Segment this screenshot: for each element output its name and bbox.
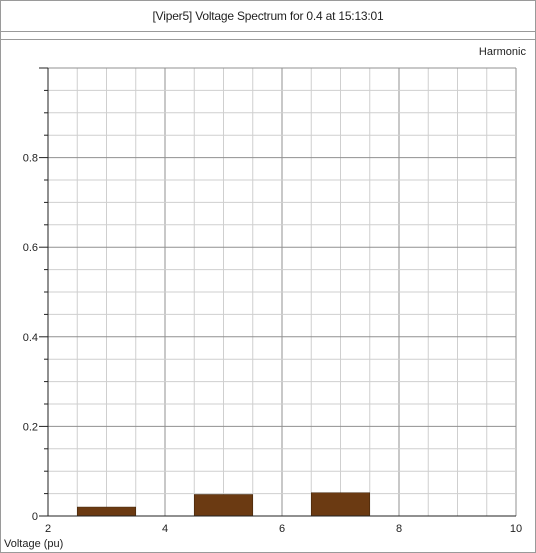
x-tick-label: 6	[279, 523, 285, 535]
x-tick-label: 2	[45, 523, 51, 535]
y-tick-label: 0.8	[23, 153, 38, 165]
y-tick-label: 0.6	[23, 242, 38, 254]
grid	[47, 67, 517, 517]
chart-title: [Viper5] Voltage Spectrum for 0.4 at 15:…	[152, 9, 384, 23]
x-tick-label: 10	[510, 523, 522, 535]
title-divider-lower	[1, 39, 535, 40]
x-tick-label: 4	[162, 523, 168, 535]
bar-1	[77, 506, 136, 517]
x-tick-label: 8	[396, 523, 402, 535]
axes	[39, 67, 516, 517]
harmonic-label: Harmonic	[479, 46, 527, 58]
bar-2	[194, 494, 253, 517]
labels: 0 0.2 0.4 0.6 0.8 2 4 6 8 10 Voltage (pu) Harmonic	[4, 46, 526, 550]
bars	[77, 492, 370, 517]
title-divider	[1, 31, 535, 32]
y-tick-label: 0	[32, 511, 38, 523]
bar-3	[311, 492, 370, 517]
y-tick-label: 0.2	[23, 421, 38, 433]
x-axis-label: Voltage (pu)	[4, 538, 63, 550]
y-tick-label: 0.4	[23, 332, 38, 344]
